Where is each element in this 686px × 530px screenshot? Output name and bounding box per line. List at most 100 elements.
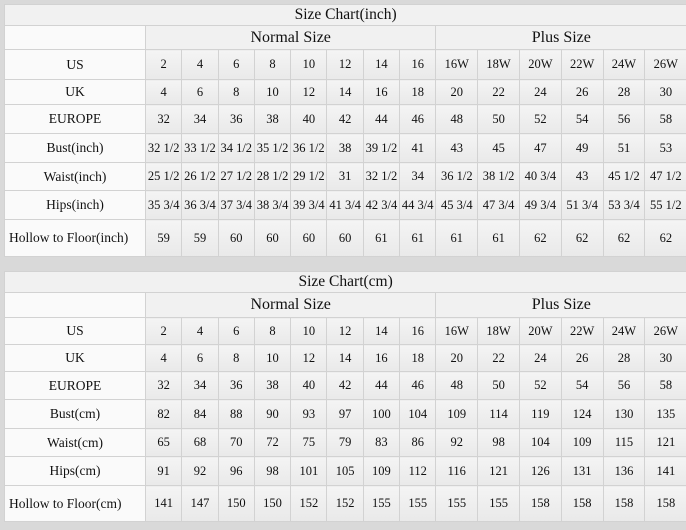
table-cell: 36 1/2 (290, 133, 328, 163)
table-cell: 14 (326, 79, 364, 105)
table-cell: 48 (435, 104, 479, 134)
table-cell: 109 (560, 428, 604, 457)
table-cell: 150 (253, 485, 292, 522)
table-cell: 50 (477, 371, 520, 400)
table-cell: 40 (290, 104, 328, 134)
table-cell: 14 (362, 317, 401, 345)
table-cell: 10 (290, 317, 328, 345)
table-cell: 48 (435, 371, 479, 400)
table-cell: 92 (181, 456, 219, 486)
table-cell: 24 (518, 79, 562, 105)
table-cell: 30 (644, 344, 686, 372)
table-cell: 31 (326, 162, 364, 191)
row-label: Hollow to Floor(cm) (4, 485, 146, 522)
table-cell: 20W (518, 49, 562, 80)
table-cell: 8 (253, 49, 292, 80)
table-cell: 158 (644, 485, 686, 522)
table-cell: 8 (217, 344, 255, 372)
row-label: Hollow to Floor(inch) (4, 219, 146, 257)
table-cell: 38 (253, 371, 292, 400)
table-cell: 27 1/2 (217, 162, 255, 191)
chart-title: Size Chart(cm) (3, 271, 686, 293)
table-cell: 35 3/4 (144, 190, 183, 220)
table-cell: 119 (518, 399, 562, 429)
table-cell: 98 (253, 456, 292, 486)
size-chart-inch: Size Chart(inch) Normal Size Plus Size US 2 4… (3, 4, 686, 257)
row-label: Waist(inch) (4, 162, 146, 191)
table-cell: 22W (560, 49, 604, 80)
table-cell: 60 (290, 219, 328, 257)
table-cell: 84 (181, 399, 219, 429)
table-cell: 2 (144, 49, 183, 80)
table-cell: 51 (602, 133, 646, 163)
table-cell: 12 (290, 344, 328, 372)
table-cell: 72 (253, 428, 292, 457)
group-normal-size: Normal Size (144, 25, 437, 50)
table-cell: 40 3/4 (518, 162, 562, 191)
table-cell: 91 (144, 456, 183, 486)
table-cell: 121 (644, 428, 686, 457)
table-cell: 18 (399, 79, 437, 105)
table-cell: 12 (290, 79, 328, 105)
table-cell: 8 (217, 79, 255, 105)
table-cell: 50 (477, 104, 520, 134)
table-cell: 26W (644, 49, 686, 80)
table-cell: 36 (217, 371, 255, 400)
table-cell: 26 1/2 (181, 162, 219, 191)
table-cell: 24 (518, 344, 562, 372)
table-row: US 2 4 6 8 10 12 14 16 16W 18W 20W 22W 24W 26W (4, 317, 686, 345)
table-cell: 47 1/2 (644, 162, 686, 191)
table-cell: 12 (326, 317, 364, 345)
table-cell: 42 3/4 (362, 190, 401, 220)
table-cell: 90 (253, 399, 292, 429)
table-cell: 131 (560, 456, 604, 486)
table-cell: 104 (518, 428, 562, 457)
table-cell: 26 (560, 79, 604, 105)
table-cell: 101 (290, 456, 328, 486)
table-cell: 16W (435, 49, 479, 80)
table-cell: 61 (399, 219, 437, 257)
table-cell: 34 (181, 371, 219, 400)
table-cell: 51 3/4 (560, 190, 604, 220)
table-cell: 37 3/4 (217, 190, 255, 220)
row-label: US (4, 317, 146, 345)
table-row: Hollow to Floor(cm) 141 147 150 150 152 152 155… (4, 485, 686, 522)
table-cell: 155 (435, 485, 479, 522)
table-cell: 59 (181, 219, 219, 257)
header-blank (4, 25, 146, 50)
row-label: EUROPE (4, 371, 146, 400)
table-cell: 16 (399, 317, 437, 345)
row-label: UK (4, 344, 146, 372)
table-cell: 39 1/2 (362, 133, 401, 163)
table-cell: 42 (326, 104, 364, 134)
table-cell: 112 (399, 456, 437, 486)
table-cell: 18W (477, 49, 520, 80)
table-cell: 20W (518, 317, 562, 345)
table-cell: 47 3/4 (477, 190, 520, 220)
table-cell: 88 (217, 399, 255, 429)
table-cell: 16 (362, 344, 401, 372)
table-cell: 92 (435, 428, 479, 457)
table-cell: 14 (362, 49, 401, 80)
table-cell: 38 (253, 104, 292, 134)
table-cell: 141 (644, 456, 686, 486)
table-cell: 22 (477, 344, 520, 372)
table-row: Bust(inch) 32 1/2 33 1/2 34 1/2 35 1/2 36 1/2… (4, 133, 686, 163)
table-cell: 29 1/2 (290, 162, 328, 191)
table-cell: 45 (477, 133, 520, 163)
table-cell: 126 (518, 456, 562, 486)
table-cell: 61 (477, 219, 520, 257)
table-cell: 32 (144, 104, 183, 134)
table-cell: 46 (399, 104, 437, 134)
table-cell: 61 (435, 219, 479, 257)
table-cell: 52 (518, 104, 562, 134)
table-cell: 59 (144, 219, 183, 257)
row-label: Bust(cm) (4, 399, 146, 429)
table-row: UK 4 6 8 10 12 14 16 18 20 22 24 26 28 30 (4, 344, 686, 372)
table-cell: 114 (477, 399, 520, 429)
table-cell: 75 (290, 428, 328, 457)
row-label: Bust(inch) (4, 133, 146, 163)
header-blank (4, 292, 146, 318)
table-cell: 44 (362, 371, 401, 400)
table-cell: 38 1/2 (477, 162, 520, 191)
